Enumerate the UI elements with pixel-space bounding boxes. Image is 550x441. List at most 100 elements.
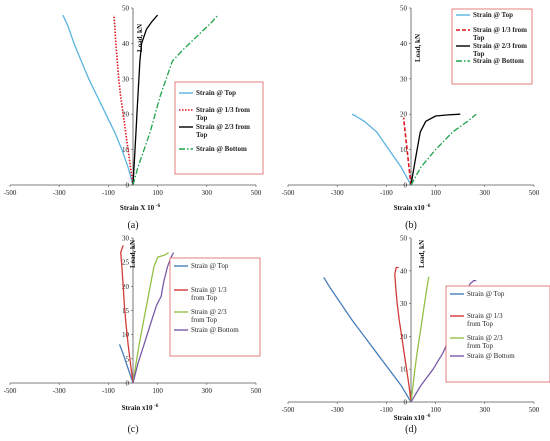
legend-label: Strain @ Top [191,262,229,270]
y-tick-label: 40 [400,40,408,48]
legend-label: Strain @ Top [467,290,505,298]
series-line-2 [120,245,134,384]
y-tick-label: 0 [404,399,408,407]
x-tick-label: 100 [152,387,163,395]
legend-label: Strain @ 1/3 from [196,106,250,114]
x-tick-label: -500 [4,387,17,395]
y-tick-label: 50 [400,5,408,13]
y-tick-label: 30 [400,300,408,308]
legend-label-cont: from Top [467,342,494,350]
series-line-4 [410,113,477,186]
y-tick-label: 20 [122,283,130,291]
y-tick-label: 40 [122,40,130,48]
x-tick-label: 500 [529,406,540,414]
x-tick-label: -100 [380,189,393,197]
legend-label: Strain @ 2/3 from [473,42,527,50]
y-tick-label: 10 [400,146,408,154]
legend-label-cont: Top [196,131,208,139]
y-tick-label: 40 [400,267,408,275]
x-tick-label: 100 [430,406,441,414]
y-tick-label: 5 [126,355,130,363]
x-tick-label: -300 [331,189,344,197]
x-tick-label: 500 [251,387,262,395]
x-tick-label: -500 [282,189,295,197]
legend-label: Strain @ Bottom [467,352,515,360]
panel-label: (a) [127,220,138,231]
panel-label: (b) [405,220,417,231]
legend-box [169,257,261,357]
chart-panel-b: -500 -300 -100 100 300 500 0 10 20 30 40 50 Load, kN… [282,5,540,232]
x-axis-title: Strain x10 -6 [394,414,431,422]
y-axis-title: Load, kN [136,24,144,52]
x-tick-label: 100 [430,189,441,197]
legend-box [445,285,550,383]
legend-label: Strain @ 1/3 [467,312,503,320]
series-line-3 [132,14,159,186]
y-tick-label: 10 [122,146,130,154]
legend-box [174,81,264,175]
x-tick-label: -300 [53,387,66,395]
panel-label: (d) [405,424,417,435]
legend-label-cont: Top [473,50,485,58]
x-tick-label: 300 [202,189,213,197]
legend-label: Strain @ Bottom [191,326,239,334]
chart-panel-d: -500 -300 -100 100 300 500 0 10 20 30 40 50 Load, kN… [282,235,550,435]
series-line-3 [132,251,170,384]
legend-label: Strain @ 2/3 from [196,123,250,131]
legend-label: Strain @ 2/3 [191,308,227,316]
y-tick-label: 20 [122,111,130,119]
x-tick-label: 300 [202,387,213,395]
legend-label: Strain @ Bottom [473,57,524,65]
legend-label: Strain @ Top [473,11,513,19]
x-tick-label: 100 [152,189,163,197]
y-tick-label: 50 [400,235,408,243]
series-line-3 [410,113,461,186]
x-tick-label: -100 [102,189,115,197]
y-tick-label: 0 [126,182,130,190]
x-tick-label: 300 [480,189,491,197]
y-axis-title: Load, kN [129,240,137,268]
x-tick-label: 500 [529,189,540,197]
x-axis-title: Strain X 10 -6 [120,204,161,212]
legend-label: Strain @ Top [196,89,236,97]
series-line-1 [62,14,134,186]
y-tick-label: 15 [122,307,130,315]
x-tick-label: -500 [282,406,295,414]
series-line-3 [410,276,430,403]
x-tick-label: -100 [102,387,115,395]
x-tick-label: -100 [380,406,393,414]
y-tick-label: 10 [122,331,130,339]
legend-label: Strain @ 1/3 from [473,26,527,34]
y-tick-label: 30 [400,75,408,83]
x-tick-label: -300 [53,189,66,197]
y-tick-label: 30 [122,235,130,243]
legend-label: Strain @ Bottom [196,145,247,153]
legend-label-cont: from Top [191,294,218,302]
legend-label-cont: Top [196,114,208,122]
y-tick-label: 0 [404,182,408,190]
x-tick-label: -300 [331,406,344,414]
x-axis-title: Strain x10 -6 [394,204,431,212]
series-line-1 [351,113,412,186]
y-tick-label: 25 [122,259,130,267]
series-line-1 [323,277,412,403]
y-axis-title: Load, kN [418,240,426,268]
series-line-4 [132,252,175,384]
y-tick-label: 50 [122,5,130,13]
series-line-2 [394,266,412,403]
x-tick-label: -500 [4,189,17,197]
y-tick-label: 20 [400,333,408,341]
panel-label: (c) [127,424,138,435]
y-tick-label: 0 [126,380,130,388]
x-tick-label: 500 [251,189,262,197]
legend-label-cont: Top [473,34,485,42]
y-tick-label: 10 [400,366,408,374]
y-tick-label: 20 [400,111,408,119]
x-tick-label: 300 [480,406,491,414]
y-tick-label: 30 [122,75,130,83]
legend-label-cont: from Top [467,320,494,328]
legend-label: Strain @ 1/3 [191,286,227,294]
series-line-1 [118,344,134,384]
